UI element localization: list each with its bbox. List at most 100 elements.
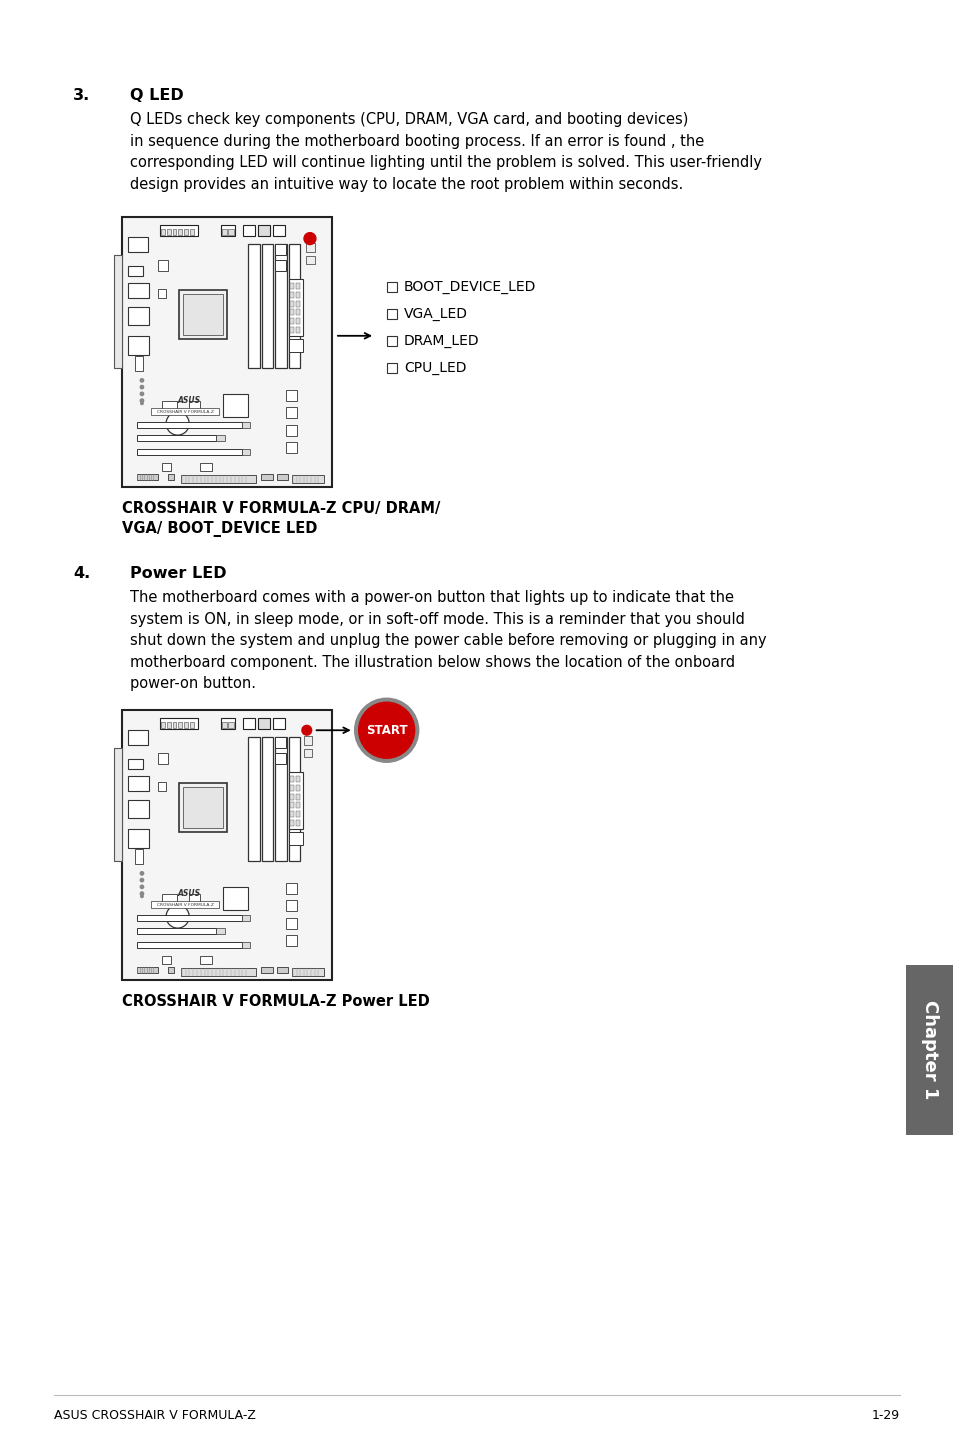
Bar — [113, 255, 122, 368]
Bar — [296, 820, 300, 825]
Bar — [289, 833, 302, 846]
Bar — [167, 229, 171, 236]
Bar — [273, 224, 284, 236]
Bar — [286, 443, 297, 453]
Bar — [242, 224, 255, 236]
Bar — [296, 292, 300, 298]
Circle shape — [140, 403, 143, 404]
Bar — [248, 738, 259, 861]
Bar — [216, 928, 225, 935]
Bar — [286, 390, 297, 401]
Circle shape — [166, 905, 189, 928]
Circle shape — [304, 233, 315, 244]
Text: ASUS CROSSHAIR V FORMULA-Z: ASUS CROSSHAIR V FORMULA-Z — [54, 1409, 255, 1422]
Bar — [305, 256, 314, 265]
Bar — [161, 229, 165, 236]
Bar — [199, 463, 213, 470]
Bar — [184, 229, 188, 236]
Bar — [296, 283, 300, 289]
Bar — [160, 224, 197, 236]
Bar — [221, 229, 227, 236]
Bar — [305, 243, 314, 252]
Bar — [122, 710, 332, 981]
Bar — [286, 407, 297, 418]
Bar — [248, 244, 259, 368]
Text: 4.: 4. — [73, 567, 91, 581]
Bar — [157, 754, 168, 764]
Bar — [128, 266, 143, 276]
Bar — [189, 401, 199, 411]
Bar — [261, 738, 273, 861]
Bar — [162, 463, 172, 470]
Bar — [168, 966, 174, 974]
Bar — [128, 283, 149, 298]
Bar — [289, 279, 302, 336]
Bar — [157, 289, 166, 298]
Circle shape — [140, 871, 144, 876]
Bar — [296, 785, 300, 791]
Circle shape — [358, 702, 415, 758]
Bar — [128, 828, 149, 847]
Bar — [178, 784, 227, 831]
Bar — [128, 731, 148, 745]
Bar — [221, 722, 227, 729]
Text: Chapter 1: Chapter 1 — [920, 999, 938, 1100]
Bar — [290, 811, 294, 817]
Bar — [167, 722, 171, 729]
Bar — [275, 260, 286, 270]
Bar — [289, 339, 302, 352]
Text: The motherboard comes with a power-on button that lights up to indicate that the: The motherboard comes with a power-on bu… — [130, 590, 766, 692]
Text: VGA_LED: VGA_LED — [403, 308, 468, 321]
Bar — [172, 229, 176, 236]
Bar — [168, 473, 174, 480]
Bar — [181, 968, 256, 976]
Text: ASUS: ASUS — [177, 395, 200, 406]
Bar — [258, 718, 270, 729]
Bar — [290, 777, 294, 782]
Bar — [181, 475, 256, 483]
Bar — [157, 260, 168, 270]
Bar — [296, 777, 300, 782]
Text: 3.: 3. — [73, 88, 91, 104]
Bar — [223, 887, 248, 910]
Bar — [286, 883, 297, 893]
Bar — [128, 308, 149, 325]
Bar — [296, 794, 300, 800]
Bar — [128, 336, 149, 355]
Circle shape — [140, 385, 144, 388]
Bar — [289, 738, 300, 861]
Circle shape — [140, 398, 144, 403]
Bar — [260, 966, 273, 974]
Circle shape — [140, 393, 144, 395]
Bar — [136, 942, 241, 948]
Bar — [258, 224, 270, 236]
Bar — [128, 237, 148, 252]
Bar — [275, 244, 286, 255]
Text: BOOT_DEVICE_LED: BOOT_DEVICE_LED — [403, 280, 536, 295]
Bar — [290, 309, 294, 315]
Bar — [387, 336, 396, 347]
Bar — [220, 226, 235, 236]
Bar — [216, 436, 225, 441]
Bar — [136, 966, 157, 974]
Bar — [162, 956, 172, 963]
Bar — [286, 917, 297, 929]
Text: CROSSHAIR V FORMULA-Z Power LED: CROSSHAIR V FORMULA-Z Power LED — [122, 994, 429, 1009]
Text: CROSSHAIR V FORMULA-Z: CROSSHAIR V FORMULA-Z — [156, 410, 213, 414]
Bar — [136, 915, 241, 920]
Text: Power LED: Power LED — [130, 567, 227, 581]
Bar — [241, 449, 250, 454]
Bar — [277, 473, 288, 480]
Bar — [286, 424, 297, 436]
Bar — [241, 421, 250, 427]
Bar — [190, 722, 193, 729]
Bar — [128, 801, 149, 818]
Bar — [290, 283, 294, 289]
Bar — [275, 738, 286, 748]
Bar — [290, 326, 294, 332]
Text: CPU_LED: CPU_LED — [403, 361, 466, 375]
Bar — [296, 318, 300, 324]
Bar — [162, 893, 176, 905]
Bar — [261, 244, 273, 368]
Bar — [275, 738, 287, 861]
